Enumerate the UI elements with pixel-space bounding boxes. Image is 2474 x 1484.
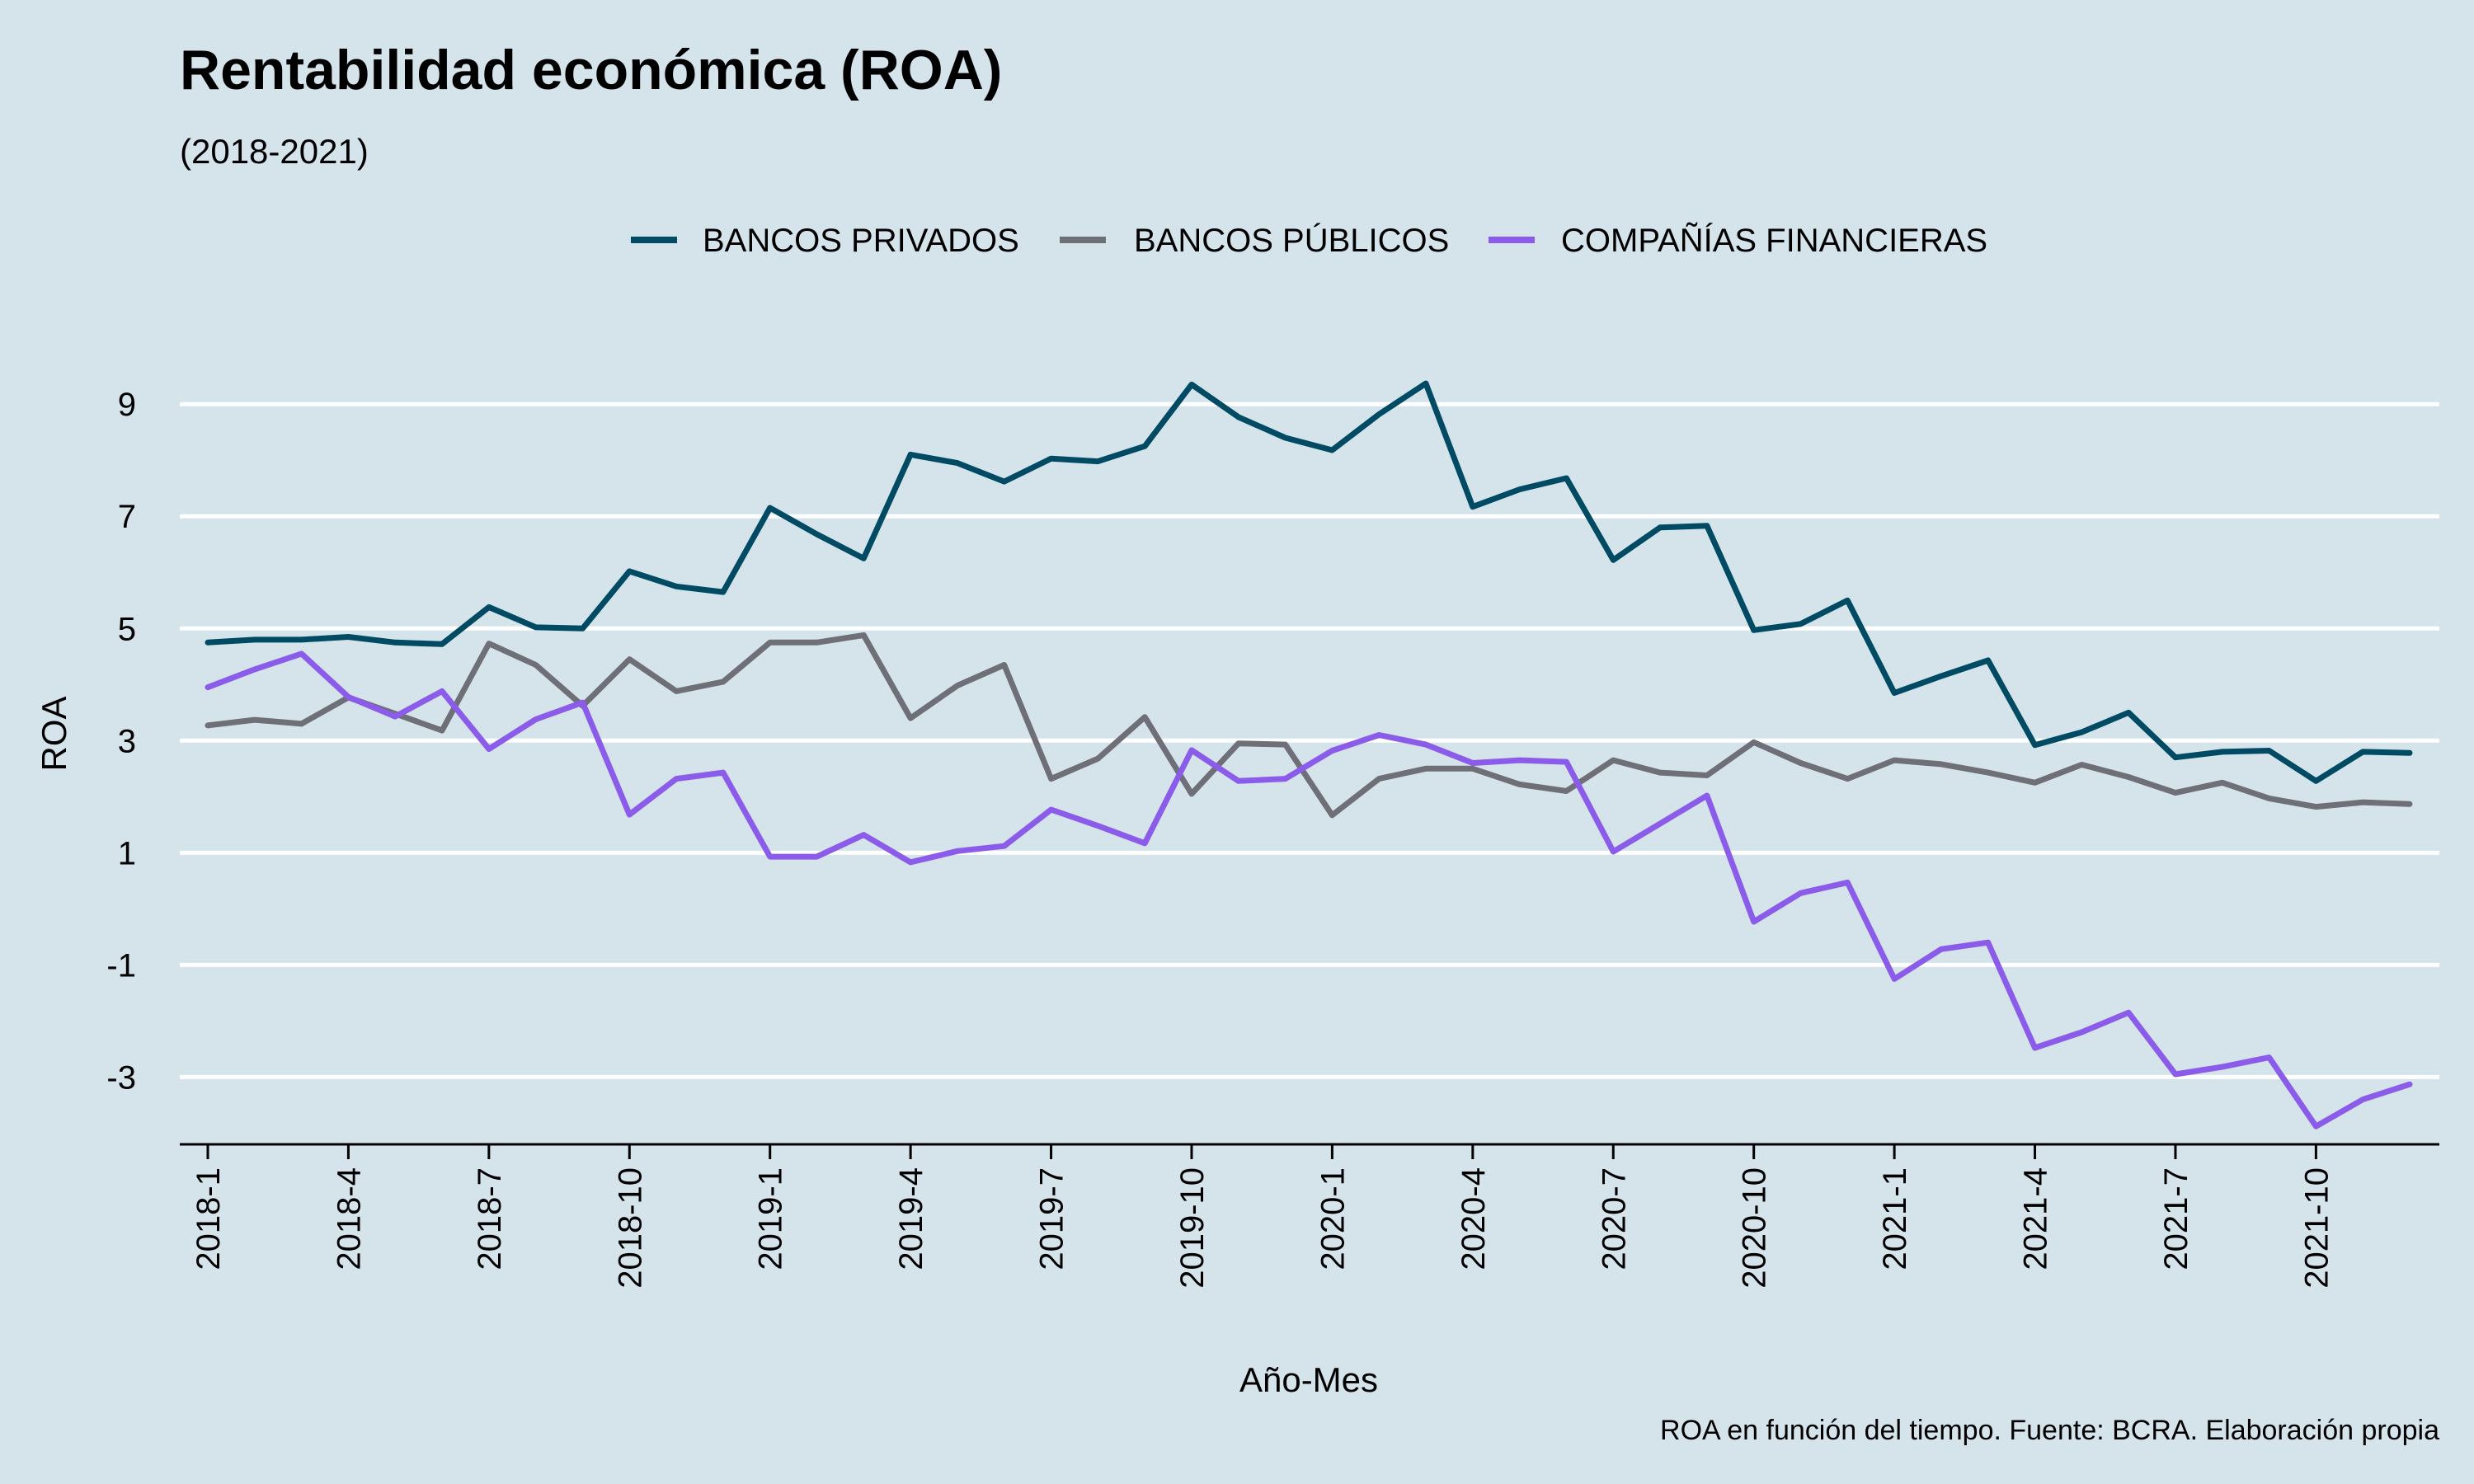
x-tick-label: 2018-7 [472,1167,508,1270]
chart-title: Rentabilidad económica (ROA) [180,39,1002,101]
x-tick-label: 2021-4 [2018,1167,2054,1270]
x-tick-label: 2018-10 [612,1167,648,1289]
x-tick-label: 2021-7 [2158,1167,2194,1270]
chart-caption: ROA en función del tiempo. Fuente: BCRA.… [1660,1415,2439,1446]
legend-label: BANCOS PRIVADOS [703,223,1019,259]
x-tick-label: 2020-4 [1456,1167,1492,1270]
y-tick-label: 1 [118,835,136,871]
x-tick-label: 2018-1 [190,1167,227,1270]
x-tick-label: 2018-4 [331,1167,367,1270]
legend-label: COMPAÑÍAS FINANCIERAS [1561,222,1987,259]
x-tick-label: 2020-10 [1737,1167,1773,1289]
y-axis-title: ROA [35,696,73,771]
gridlines [180,402,2439,1079]
x-tick-label: 2019-7 [1034,1167,1070,1270]
y-tick-label: 7 [118,499,136,535]
x-tick-label: 2021-1 [1877,1167,1913,1270]
y-tick-label: 5 [118,611,136,647]
series-line-3 [205,650,2413,1129]
y-axis: -3 -1 1 3 5 7 9 [106,387,136,1096]
x-tick-label: 2019-10 [1174,1167,1211,1289]
x-tick-label: 2019-1 [753,1167,789,1270]
y-tick-label: -3 [106,1059,136,1096]
x-axis: 2018-1 2018-4 2018-7 2018-10 2019-1 2019-4 201… [180,1143,2439,1289]
legend-label: BANCOS PÚBLICOS [1134,222,1449,259]
y-tick-label: -1 [106,947,136,984]
x-axis-title: Año-Mes [1239,1360,1378,1399]
chart-subtitle: (2018-2021) [180,132,369,171]
series-line-1 [205,380,2413,784]
series-line-2 [205,632,2413,819]
legend: BANCOS PRIVADOS BANCOS PÚBLICOS COMPAÑÍAS … [631,222,1987,259]
x-tick-label: 2021-10 [2298,1167,2335,1289]
series-lines [205,380,2413,1129]
y-tick-label: 3 [118,723,136,759]
y-tick-label: 9 [118,387,136,423]
x-tick-label: 2020-1 [1315,1167,1351,1270]
x-tick-label: 2020-7 [1596,1167,1632,1270]
x-tick-label: 2019-4 [893,1167,929,1270]
